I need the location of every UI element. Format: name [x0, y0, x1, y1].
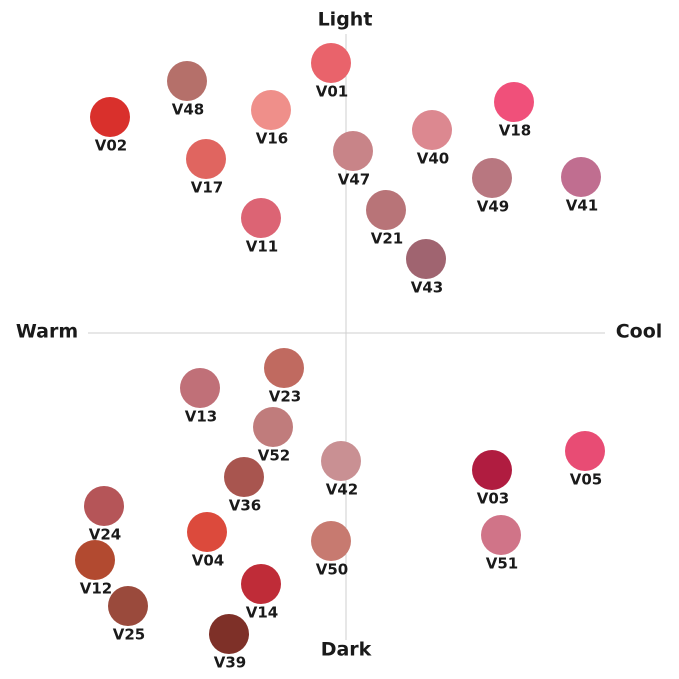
swatch [180, 368, 220, 408]
swatch [251, 90, 291, 130]
swatch [209, 614, 249, 654]
axis-label-bottom: Dark [321, 639, 372, 661]
swatches: V01 V48 V02 V16 V17 V47 V40 V18 V49 V41 V11 V21 V43 V… [75, 43, 605, 672]
swatch [186, 139, 226, 179]
swatch [241, 564, 281, 604]
swatch-label: V03 [477, 490, 509, 508]
swatch-label: V51 [486, 555, 518, 573]
swatch [311, 43, 351, 83]
swatch-label: V11 [246, 238, 278, 256]
swatch [167, 61, 207, 101]
swatch [90, 97, 130, 137]
swatch [565, 431, 605, 471]
swatch-label: V47 [338, 171, 370, 189]
swatch-label: V43 [411, 279, 443, 297]
swatch-label: V18 [499, 122, 531, 140]
swatch-label: V01 [316, 83, 348, 101]
swatch-label: V49 [477, 198, 509, 216]
swatch [75, 540, 115, 580]
swatch [224, 457, 264, 497]
swatch-label: V04 [192, 552, 224, 570]
swatch [264, 348, 304, 388]
swatch [472, 158, 512, 198]
swatch-label: V12 [80, 580, 112, 598]
swatch [472, 450, 512, 490]
swatch-label: V13 [185, 408, 217, 426]
swatch-label: V42 [326, 481, 358, 499]
swatch-label: V05 [570, 471, 602, 489]
swatch-label: V25 [113, 626, 145, 644]
swatch [84, 486, 124, 526]
axis-label-top: Light [318, 9, 373, 31]
swatch-label: V41 [566, 197, 598, 215]
swatch-label: V52 [258, 447, 290, 465]
swatch [494, 82, 534, 122]
swatch [366, 190, 406, 230]
swatch [108, 586, 148, 626]
axis-label-left: Warm [16, 321, 78, 343]
swatch-label: V23 [269, 388, 301, 406]
swatch-label: V36 [229, 497, 261, 515]
axis-label-right: Cool [616, 321, 663, 343]
swatch [321, 441, 361, 481]
swatch-label: V16 [256, 130, 288, 148]
swatch-label: V50 [316, 561, 348, 579]
swatch [311, 521, 351, 561]
swatch-label: V39 [214, 654, 246, 672]
swatch-label: V24 [89, 526, 121, 544]
swatch-label: V48 [172, 101, 204, 119]
swatch-label: V02 [95, 137, 127, 155]
swatch-label: V21 [371, 230, 403, 248]
swatch [333, 131, 373, 171]
swatch [253, 407, 293, 447]
swatch [412, 110, 452, 150]
swatch [187, 512, 227, 552]
swatch [561, 157, 601, 197]
swatch [481, 515, 521, 555]
swatch [406, 239, 446, 279]
swatch-label: V40 [417, 150, 449, 168]
swatch [241, 198, 281, 238]
swatch-label: V14 [246, 604, 278, 622]
swatch-label: V17 [191, 179, 223, 197]
